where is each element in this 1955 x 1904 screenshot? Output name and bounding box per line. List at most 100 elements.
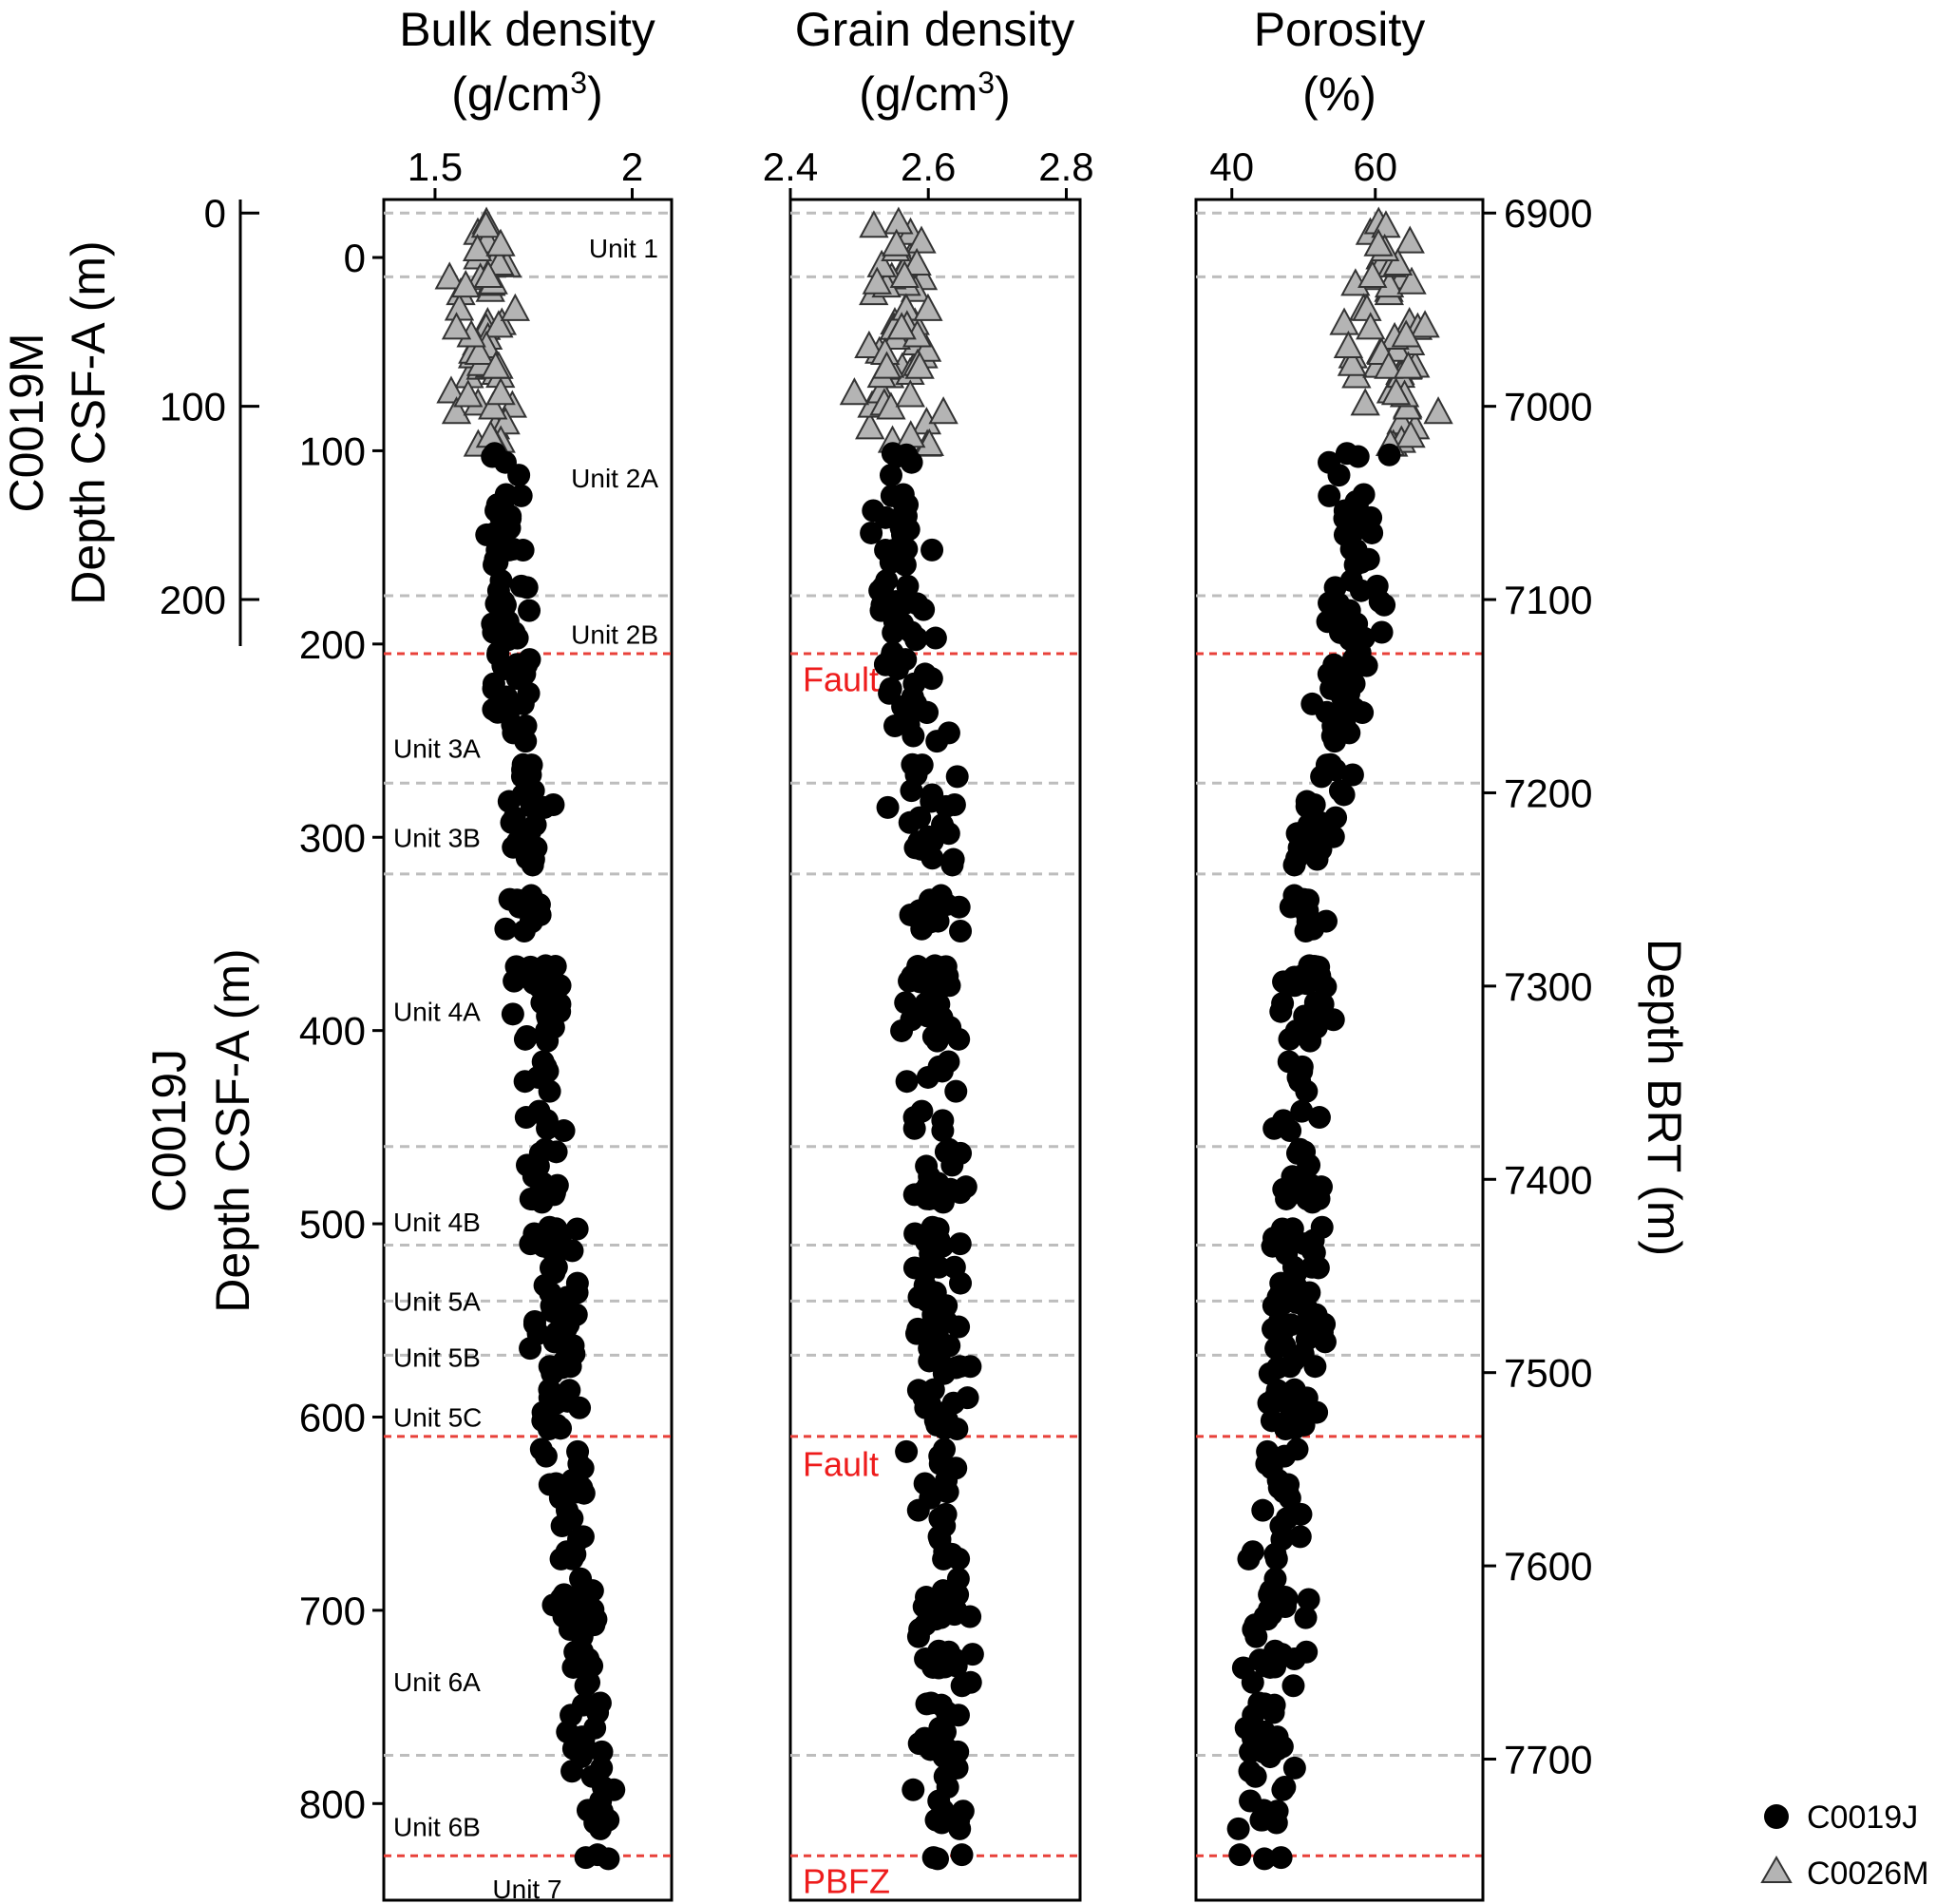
c0019j-point <box>860 521 883 544</box>
unit-label: Unit 6A <box>393 1667 481 1697</box>
c0019j-point <box>1264 1337 1288 1361</box>
c0019j-point <box>502 537 525 561</box>
legend-marker-c0026m <box>1760 1855 1793 1883</box>
bulk-units-close: ) <box>587 67 603 121</box>
c0019j-point <box>503 620 526 644</box>
c0019j-point <box>915 701 939 725</box>
grain-units-main: (g/cm <box>859 67 978 121</box>
c0019j-point <box>498 887 522 911</box>
c0019j-point <box>930 1811 954 1835</box>
c0019j-point <box>1278 1486 1301 1510</box>
c0019j-point <box>1304 1016 1328 1039</box>
unit-label: Unit 5B <box>393 1342 481 1372</box>
c0019j-point <box>561 1334 585 1358</box>
c0019j-point <box>921 783 944 807</box>
c0019j-point <box>896 574 920 598</box>
c0019j-point <box>535 992 559 1016</box>
c0019j-point <box>1290 1099 1314 1123</box>
c0019j-point <box>561 1655 585 1679</box>
legend-marker-c0019j <box>1764 1804 1789 1829</box>
c0019j-point <box>1263 1567 1287 1590</box>
c0019j-point <box>949 919 973 942</box>
c0019j-point <box>519 820 542 844</box>
c0026m-point <box>895 379 925 408</box>
c0019j-point <box>1338 599 1361 622</box>
c0019j-point <box>1340 763 1364 787</box>
c0019j-point <box>515 1153 539 1177</box>
c0026m-point <box>462 233 493 262</box>
c0019j-point <box>1253 1847 1277 1871</box>
c0019j-point <box>1342 539 1366 562</box>
c0019j-point <box>597 1847 620 1871</box>
unit-label: Unit 2B <box>571 620 658 650</box>
c0019j-point <box>1226 1817 1250 1840</box>
c0019j-point <box>536 1116 560 1140</box>
brt-axis-label: Depth BRT (m) <box>1638 939 1691 1256</box>
c0026m-point <box>464 336 494 366</box>
c0019j-point <box>869 599 893 622</box>
c0026m-point <box>490 407 521 435</box>
brt-tick-label: 7500 <box>1504 1351 1592 1396</box>
c0019j-point <box>941 847 965 871</box>
c0019j-point <box>568 1396 592 1419</box>
c0019j-point <box>485 493 509 517</box>
bulk-units: (g/cm3) <box>451 66 602 121</box>
c0019j-point <box>1314 975 1338 999</box>
c0019j-point <box>483 442 506 466</box>
c0019j-point <box>914 992 938 1016</box>
c0026m-point <box>904 351 935 379</box>
c0026m-point <box>484 247 515 276</box>
c0019j-point <box>1282 1647 1306 1671</box>
c0026m-point <box>1356 312 1386 340</box>
c0026m-point <box>1395 420 1426 448</box>
axis-ticks: 1.5 2 2.4 2.6 2.8 40 6001002003004005006007008… <box>160 144 1592 1900</box>
c0019j-point <box>899 903 922 926</box>
c0019j-point <box>923 1409 947 1433</box>
c0026m-point <box>436 375 466 404</box>
c0019m-axis-label-line1: C0019M <box>0 333 53 513</box>
c0019j-point <box>1259 1655 1282 1679</box>
c0019j-point <box>1262 1116 1286 1140</box>
c0019j-point <box>936 1776 959 1799</box>
c0019j-point <box>567 1528 591 1552</box>
legend: C0019J C0026M <box>1760 1799 1929 1892</box>
c0019j-tick-label: 500 <box>299 1202 366 1247</box>
c0019j-point <box>920 1691 943 1715</box>
c0026m-point <box>434 261 465 290</box>
c0019j-point <box>560 1507 584 1531</box>
legend-label-c0019j: C0019J <box>1807 1799 1918 1836</box>
c0026m-point <box>859 210 889 238</box>
c0019j-point <box>900 779 923 803</box>
c0026m-point <box>484 310 514 338</box>
c0019j-point <box>905 758 929 782</box>
c0019j-point <box>582 1613 606 1637</box>
c0019j-point <box>1274 1418 1298 1441</box>
c0019j-point <box>558 1379 581 1402</box>
c0026m-point <box>1396 266 1427 295</box>
c0019j-point <box>1243 1764 1267 1788</box>
c0019j-point <box>909 837 933 861</box>
c0019j-point <box>938 1334 961 1358</box>
c0019j-point <box>1310 1215 1334 1239</box>
c0019j-point <box>882 539 905 562</box>
c0019j-point <box>898 969 921 993</box>
brt-tick-label: 7700 <box>1504 1738 1592 1782</box>
brt-tick-label: 7200 <box>1504 771 1592 815</box>
c0019j-point <box>565 1281 589 1304</box>
c0019j-point <box>503 806 526 829</box>
c0026m-point <box>1363 228 1394 257</box>
c0019j-point <box>1297 1588 1320 1611</box>
x-tick-label: 60 <box>1353 144 1397 189</box>
brt-tick-label: 7600 <box>1504 1544 1592 1589</box>
c0019j-point <box>1328 779 1352 803</box>
c0019j-point <box>491 654 515 677</box>
unit-label: Unit 6B <box>393 1813 481 1842</box>
c0019j-point <box>921 1655 945 1679</box>
c0019j-point <box>874 653 898 676</box>
c0026m-point <box>485 377 516 406</box>
c0019j-point <box>519 837 542 861</box>
c0019j-point <box>906 1379 930 1402</box>
c0026m-point <box>481 351 511 379</box>
c0019j-point <box>540 1294 563 1318</box>
c0026m-point <box>1380 377 1412 406</box>
